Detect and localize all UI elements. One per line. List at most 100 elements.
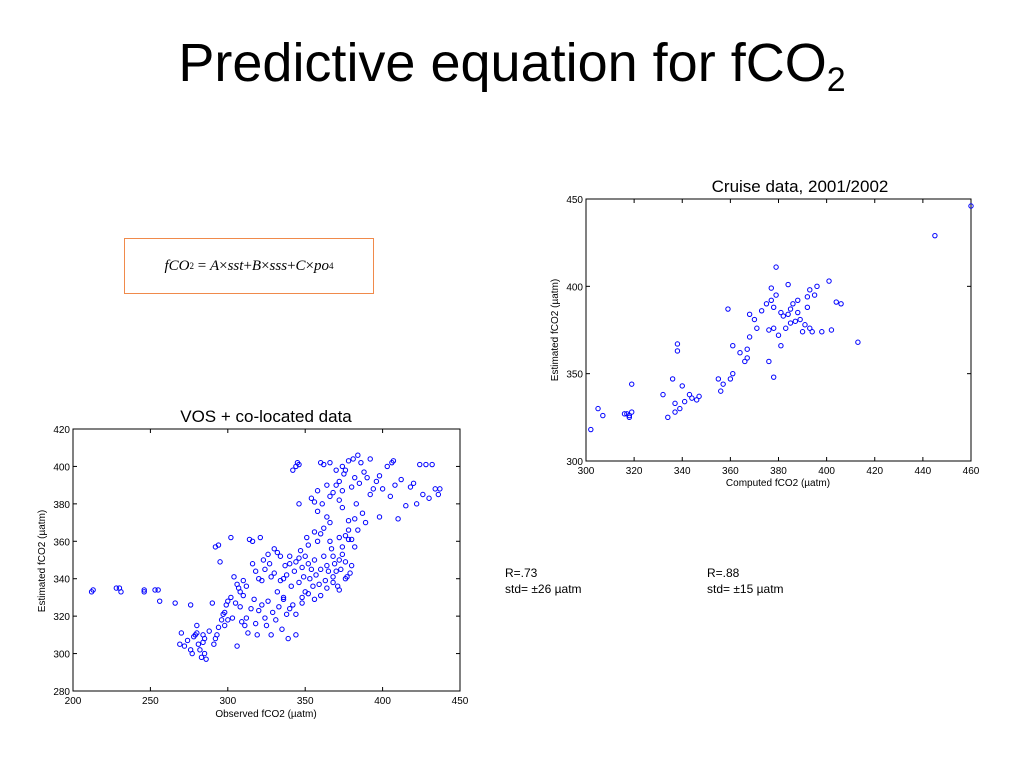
vos-data-point: [249, 561, 256, 567]
vos-data-point: [376, 514, 383, 520]
vos-data-point: [296, 461, 302, 468]
vos-data-point: [225, 598, 231, 604]
cruise-data-point: [629, 381, 635, 387]
vos-data-point: [211, 641, 217, 647]
vos-data-point: [327, 538, 333, 544]
vos-data-point: [234, 581, 240, 588]
vos-data-point: [327, 519, 333, 526]
vos-data-point: [437, 486, 443, 492]
cruise-data-point: [665, 414, 671, 421]
vos-data-point: [201, 650, 208, 657]
vos-data-point: [384, 463, 390, 470]
vos-data-point: [407, 484, 414, 490]
cruise-data-point: [807, 325, 813, 331]
equation-plus-2: +: [287, 257, 296, 274]
vos-data-point: [314, 538, 321, 544]
vos-data-point: [273, 617, 279, 623]
cruise-data-point: [795, 309, 801, 316]
vos-data-point: [321, 553, 327, 559]
cruise-data-point: [595, 405, 601, 412]
cruise-xtick-label: 320: [626, 466, 643, 477]
vos-data-point: [217, 559, 223, 565]
vos-ytick-label: 280: [53, 687, 70, 698]
vos-data-point: [280, 596, 287, 602]
vos-data-point: [324, 585, 330, 591]
vos-data-point: [313, 572, 319, 578]
vos-data-point: [237, 589, 243, 595]
vos-data-point: [262, 566, 268, 573]
vos-data-point: [435, 491, 442, 498]
vos-data-point: [282, 562, 288, 569]
cruise-ytick-label: 450: [566, 195, 583, 206]
cruise-data-point: [809, 329, 815, 335]
vos-data-point: [231, 574, 237, 580]
vos-data-point: [339, 551, 346, 558]
cruise-data-point: [795, 297, 801, 304]
vos-data-point: [324, 562, 330, 569]
cruise-data-point: [689, 395, 695, 401]
cruise-data-point: [811, 292, 818, 298]
cruise-data-point: [785, 281, 791, 288]
vos-data-point: [330, 489, 336, 496]
vos-data-point: [348, 562, 355, 569]
cruise-data-point: [766, 358, 772, 365]
vos-data-point: [152, 587, 158, 593]
equation-equals: =: [197, 257, 207, 274]
cruise-data-point: [932, 232, 938, 239]
slide-title: Predictive equation for fCO2: [0, 28, 1024, 98]
cruise-data-point: [775, 332, 782, 338]
vos-data-point: [348, 484, 355, 490]
vos-data-point: [327, 493, 333, 500]
cruise-xtick-label: 360: [722, 466, 739, 477]
vos-data-point: [240, 577, 246, 584]
cruise-data-point: [693, 397, 700, 403]
vos-data-point: [336, 478, 342, 485]
equation-po: po: [314, 257, 330, 274]
vos-data-point: [276, 604, 282, 610]
cruise-data-point: [799, 329, 806, 335]
vos-data-point: [189, 650, 195, 657]
vos-data-point: [330, 553, 336, 559]
vos-data-point: [257, 534, 264, 541]
vos-data-point: [287, 553, 293, 559]
vos-data-point: [373, 478, 380, 485]
vos-data-point: [141, 587, 147, 593]
cruise-xtick-label: 400: [818, 466, 835, 477]
vos-data-point: [299, 594, 305, 601]
vos-data-point: [252, 568, 259, 574]
vos-data-point: [271, 570, 277, 576]
cruise-chart-ylabel: Estimated fCO2 (µatm): [550, 279, 561, 381]
vos-data-point: [310, 583, 316, 589]
vos-data-point: [228, 534, 234, 541]
vos-data-point: [426, 495, 432, 501]
vos-xtick-label: 450: [452, 696, 469, 707]
vos-data-point: [429, 461, 435, 468]
cruise-data-point: [797, 316, 803, 323]
cruise-r-value: R=.88: [707, 566, 740, 580]
cruise-data-point: [737, 350, 743, 356]
cruise-data-point: [677, 405, 683, 412]
vos-data-point: [327, 459, 333, 466]
vos-data-point: [197, 647, 203, 653]
vos-plot-frame: [72, 428, 461, 692]
vos-data-point: [293, 559, 299, 565]
vos-data-point: [356, 480, 363, 486]
vos-data-point: [420, 491, 426, 498]
vos-data-point: [308, 495, 315, 501]
cruise-data-point: [770, 304, 777, 310]
vos-data-point: [417, 461, 423, 468]
cruise-data-point: [660, 391, 666, 398]
vos-data-point: [156, 598, 163, 604]
vos-data-point: [355, 452, 361, 458]
vos-data-point: [317, 592, 324, 599]
vos-data-point: [305, 590, 311, 597]
equation-times-3: ×: [305, 257, 315, 274]
vos-data-point: [367, 456, 373, 462]
cruise-data-point: [751, 316, 758, 323]
vos-data-point: [389, 459, 395, 466]
vos-data-point: [350, 456, 356, 462]
vos-data-point: [342, 467, 349, 473]
vos-data-point: [410, 480, 417, 486]
vos-data-point: [287, 605, 293, 612]
